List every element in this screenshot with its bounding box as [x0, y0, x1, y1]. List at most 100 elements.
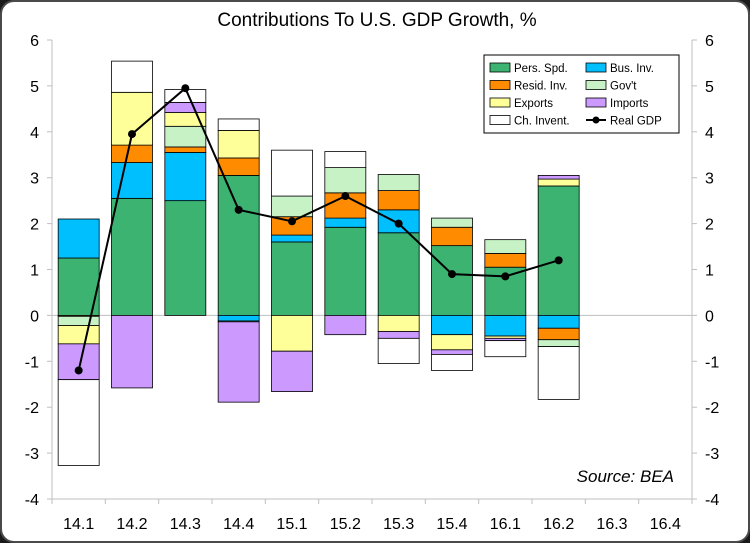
legend-label-bus-inv: Bus. Inv.: [610, 63, 654, 75]
bar-gov-t: [324, 167, 367, 194]
y-tick-label-right: 4: [705, 125, 714, 142]
bar-ch-invent: [57, 379, 100, 466]
y-tick-label-right: -4: [705, 492, 719, 509]
legend-label-pers-spd: Pers. Spd.: [514, 63, 568, 75]
x-tick-label: 16.4: [650, 516, 681, 533]
x-tick-label: 14.2: [116, 516, 147, 533]
bar-exports: [537, 178, 580, 187]
bar-pers-spd: [431, 245, 473, 316]
bar-bus-inv: [111, 162, 153, 199]
bar-imports: [271, 350, 313, 392]
real-gdp-point: [448, 270, 456, 279]
legend-swatch-marker: [592, 116, 600, 124]
bar-imports: [537, 175, 580, 180]
y-tick-label-left: 2: [30, 217, 39, 234]
legend-box: [483, 54, 680, 134]
bar-imports: [324, 314, 367, 336]
x-tick-label: 16.2: [543, 516, 574, 533]
bar-exports: [217, 130, 260, 159]
real-gdp-point: [288, 217, 296, 226]
legend-swatch-imports: [585, 97, 607, 108]
y-tick-label-left: 5: [30, 79, 39, 96]
y-tick-label-right: -2: [705, 400, 719, 417]
bar-resid-inv: [431, 226, 473, 247]
bar-resid-inv: [377, 190, 420, 211]
bar-gov-t: [484, 239, 527, 254]
y-tick-label-left: 1: [30, 263, 39, 280]
bar-imports: [164, 102, 207, 113]
legend-label-ch-invent: Ch. Invent.: [514, 116, 570, 128]
x-tick-label: 15.2: [330, 516, 361, 533]
x-tick-label: 15.4: [436, 516, 467, 533]
bar-resid-inv: [537, 327, 580, 341]
bar-gov-t: [57, 315, 100, 326]
bar-ch-invent: [111, 60, 153, 93]
bar-ch-invent: [484, 340, 527, 358]
bar-resid-inv: [484, 253, 527, 268]
bar-pers-spd: [164, 200, 207, 316]
bar-bus-inv: [537, 314, 580, 329]
bar-pers-spd: [271, 241, 313, 316]
bar-resid-inv: [111, 144, 153, 163]
bar-ch-invent: [217, 118, 260, 131]
legend-swatch-resid-inv: [489, 80, 511, 90]
bar-ch-invent: [377, 337, 420, 364]
bar-exports: [57, 325, 100, 345]
bar-imports: [217, 321, 260, 403]
bar-bus-inv: [271, 234, 313, 243]
bar-bus-inv: [431, 314, 473, 336]
real-gdp-point: [74, 366, 83, 375]
y-tick-label-left: -3: [25, 446, 39, 463]
chart-title: Contributions To U.S. GDP Growth, %: [217, 10, 537, 31]
legend-swatch-bus-inv: [585, 62, 607, 73]
bar-gov-t: [537, 339, 580, 348]
bar-gov-t: [164, 125, 207, 148]
y-tick-label-right: -1: [705, 354, 719, 371]
real-gdp-line: [77, 86, 559, 371]
bar-ch-invent: [324, 151, 367, 169]
bar-exports: [377, 314, 420, 332]
bar-pers-spd: [377, 232, 420, 316]
legend-label-imports: Imports: [610, 98, 649, 110]
y-tick-label-left: 3: [30, 171, 39, 188]
y-tick-label-right: 3: [705, 171, 714, 188]
real-gdp-point: [128, 130, 136, 139]
bar-bus-inv: [164, 152, 207, 202]
real-gdp-point: [501, 272, 510, 281]
y-tick-label-left: 4: [30, 125, 39, 142]
x-tick-label: 16.1: [490, 516, 521, 533]
y-tick-label-right: -3: [705, 446, 719, 463]
y-tick-label-right: 1: [705, 263, 714, 280]
bar-ch-invent: [431, 354, 473, 371]
x-tick-label: 14.1: [63, 516, 94, 533]
legend-swatch-exports: [489, 97, 511, 108]
bar-pers-spd: [537, 185, 580, 316]
bar-imports: [377, 331, 420, 339]
bar-imports: [431, 349, 473, 355]
bar-imports: [111, 314, 153, 389]
x-tick-label: 14.3: [170, 516, 201, 533]
source-annotation: Source: BEA: [577, 467, 674, 486]
legend-swatch-pers-spd: [489, 62, 511, 73]
legend-label-exports: Exports: [514, 98, 553, 110]
real-gdp-point: [554, 256, 563, 265]
y-tick-label-left: 0: [30, 308, 39, 325]
x-tick-label: 16.3: [596, 516, 627, 533]
y-tick-label-left: -4: [25, 492, 39, 509]
real-gdp-point: [234, 205, 243, 214]
x-tick-label: 15.3: [383, 516, 414, 533]
bar-gov-t: [377, 174, 420, 191]
bar-ch-invent: [537, 346, 580, 400]
bar-gov-t: [431, 217, 473, 228]
x-tick-label: 14.4: [223, 516, 254, 533]
legend-label-resid-inv: Resid. Inv.: [514, 81, 567, 93]
bar-bus-inv: [217, 314, 260, 322]
real-gdp-point: [341, 192, 350, 201]
y-tick-label-left: 6: [30, 33, 39, 50]
y-tick-label-right: 2: [705, 217, 714, 234]
y-tick-label-right: 5: [705, 79, 714, 96]
bar-pers-spd: [111, 197, 153, 316]
bar-exports: [271, 314, 313, 352]
